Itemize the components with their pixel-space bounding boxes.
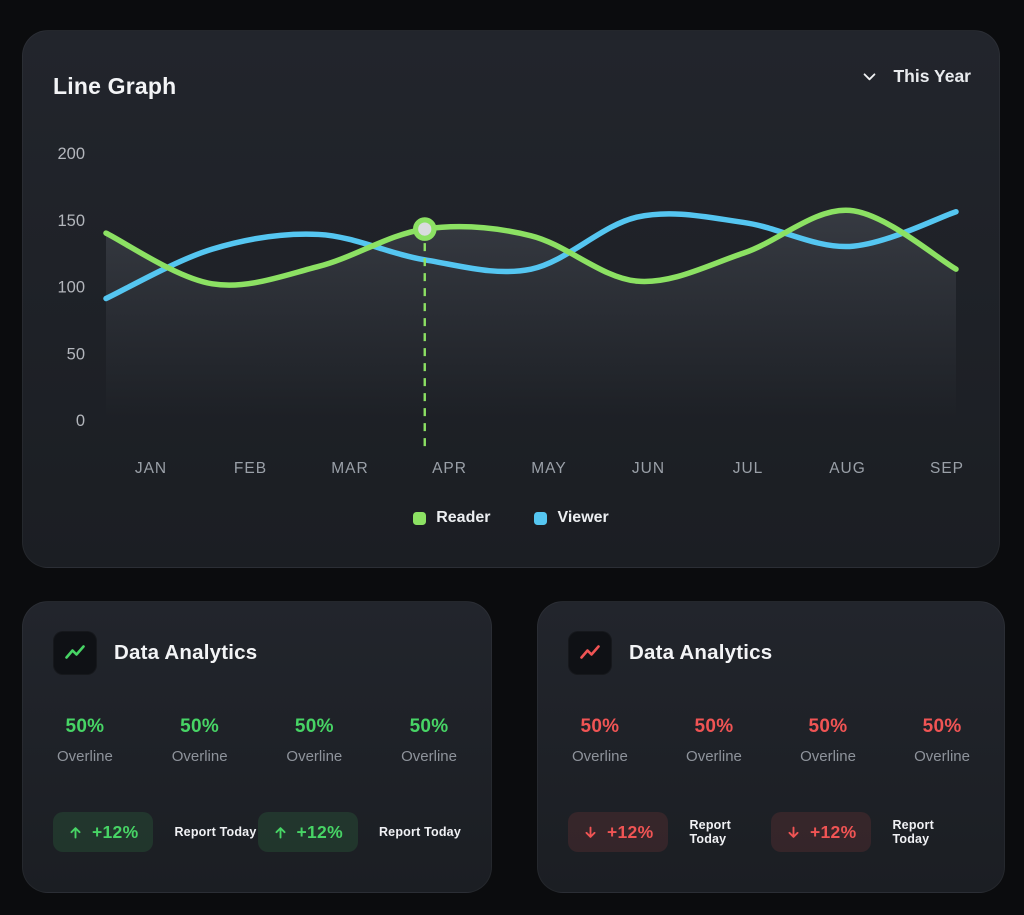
delta-value: +12% (810, 821, 857, 842)
y-axis-labels: 0 50 100 150 200 (57, 145, 85, 430)
y-tick-label: 0 (76, 412, 85, 430)
stat-value: 50% (694, 716, 734, 737)
stat-label: Overline (57, 748, 113, 765)
chart-legend: Reader Viewer (23, 509, 999, 527)
x-tick-label: MAY (531, 460, 566, 477)
badge-group: +12% Report Today (53, 812, 257, 852)
delta-value: +12% (607, 821, 654, 842)
delta-badge: +12% (771, 812, 872, 852)
viewer-swatch-icon (534, 511, 548, 525)
badges-row: +12% Report Today +12% Report Today (538, 812, 1004, 852)
stat-label: Overline (286, 748, 343, 765)
badge-group: +12% Report Today (771, 812, 974, 852)
analytics-title: Data Analytics (114, 641, 258, 664)
arrow-down-icon (788, 826, 799, 838)
trend-down-icon (568, 631, 612, 675)
stat-label: Overline (914, 748, 970, 765)
stat-item: 50% Overline (572, 716, 628, 765)
x-tick-label: JUN (632, 460, 665, 477)
analytics-header: Data Analytics (568, 631, 772, 675)
stat-value: 50% (808, 716, 848, 737)
stat-label: Overline (401, 748, 457, 765)
period-label: This Year (893, 66, 971, 86)
reader-line (103, 207, 959, 288)
arrow-up-icon (275, 826, 285, 838)
stat-item: 50% Overline (57, 716, 113, 765)
analytics-title: Data Analytics (629, 641, 773, 664)
stats-row: 50% Overline 50% Overline 50% Overline 5… (23, 716, 491, 765)
report-label: Report Today (689, 818, 731, 846)
stat-item: 50% Overline (401, 716, 457, 765)
line-chart: 0 50 100 150 200 JAN FEB MAR APR MAY JUN JUL AUG SEP (57, 145, 964, 477)
stat-value: 50% (294, 716, 334, 737)
delta-badge: +12% (568, 812, 669, 852)
reader-swatch-icon (413, 511, 427, 525)
x-tick-label: FEB (234, 460, 267, 477)
area-fill (106, 210, 956, 420)
y-tick-label: 50 (67, 345, 85, 363)
stat-item: 50% Overline (172, 716, 228, 765)
stat-value: 50% (409, 716, 449, 737)
line-graph-card: Line Graph This Year 0 50 100 150 200 JAN FEB… (22, 30, 1000, 568)
stat-item: 50% Overline (686, 716, 742, 765)
viewer-line (103, 208, 959, 302)
x-tick-label: JAN (135, 460, 167, 477)
stat-value: 50% (922, 716, 962, 737)
stat-item: 50% Overline (800, 716, 856, 765)
stats-row: 50% Overline 50% Overline 50% Overline 5… (538, 716, 1004, 765)
stat-label: Overline (171, 748, 228, 765)
arrow-down-icon (585, 826, 596, 838)
x-tick-label: JUL (733, 460, 764, 477)
legend-label-reader: Reader (436, 509, 491, 526)
stat-value: 50% (180, 716, 220, 737)
delta-value: +12% (92, 821, 139, 842)
legend-item-reader[interactable]: Reader (413, 509, 490, 527)
badges-row: +12% Report Today +12% Report Today (23, 812, 491, 852)
report-label: Report Today (378, 825, 461, 839)
delta-value: +12% (296, 821, 343, 842)
chart-series (103, 207, 959, 452)
period-selector[interactable]: This Year (861, 66, 971, 87)
legend-item-viewer[interactable]: Viewer (534, 509, 609, 527)
badge-group: +12% Report Today (257, 812, 462, 852)
stat-item: 50% Overline (286, 716, 342, 765)
stat-label: Overline (686, 748, 742, 765)
y-tick-label: 100 (57, 279, 85, 297)
report-label: Report Today (892, 818, 934, 846)
y-tick-label: 200 (57, 145, 85, 163)
analytics-card: Data Analytics 50% Overline 50% Overline… (22, 601, 492, 893)
y-tick-label: 150 (57, 212, 85, 230)
x-tick-label: AUG (829, 460, 866, 477)
stat-label: Overline (800, 748, 856, 765)
delta-badge: +12% (53, 812, 154, 852)
stat-item: 50% Overline (914, 716, 970, 765)
stat-label: Overline (572, 748, 628, 765)
delta-badge: +12% (257, 812, 358, 852)
analytics-header: Data Analytics (53, 631, 257, 675)
stat-value: 50% (65, 716, 105, 737)
report-label: Report Today (174, 825, 257, 839)
x-tick-label: MAR (331, 460, 368, 477)
badge-group: +12% Report Today (568, 812, 771, 852)
highlight-marker (412, 217, 437, 241)
chevron-down-icon (864, 73, 876, 81)
x-tick-label: APR (432, 460, 467, 477)
page-title: Line Graph (53, 73, 177, 100)
legend-label-viewer: Viewer (557, 509, 609, 526)
arrow-up-icon (70, 826, 81, 838)
stat-value: 50% (580, 716, 620, 737)
x-tick-label: SEP (930, 460, 964, 477)
analytics-card: Data Analytics 50% Overline 50% Overline… (537, 601, 1005, 893)
x-axis-labels: JAN FEB MAR APR MAY JUN JUL AUG SEP (135, 460, 964, 477)
trend-up-icon (53, 631, 97, 675)
